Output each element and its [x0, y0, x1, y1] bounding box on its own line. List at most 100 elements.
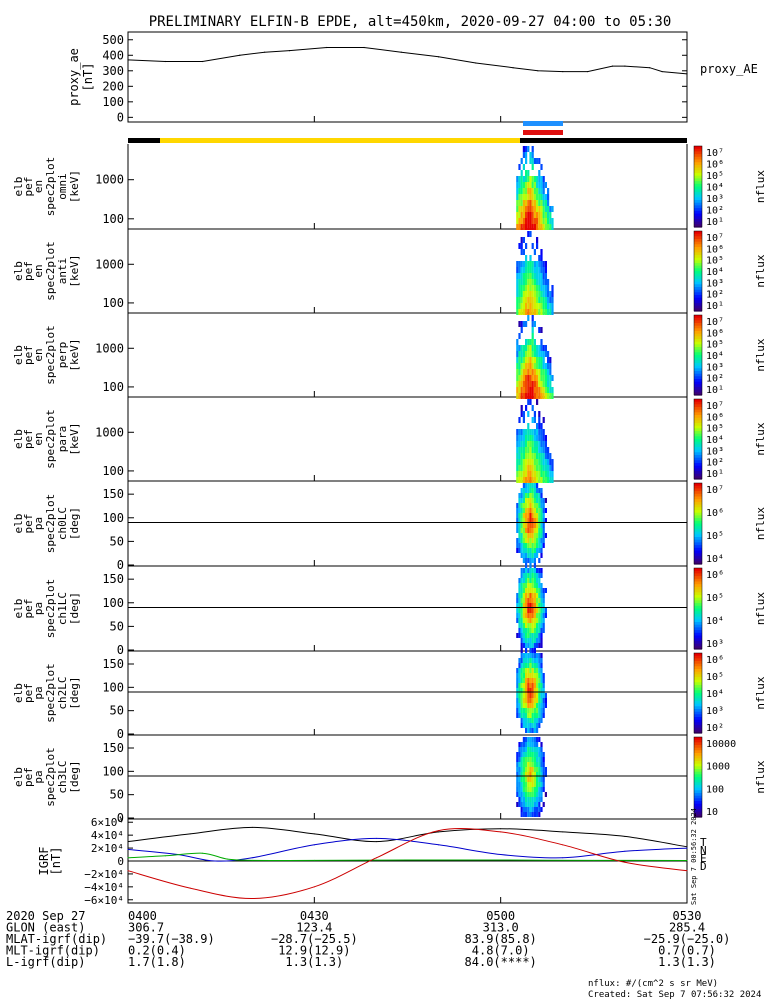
colorbar-segment [694, 711, 702, 715]
colorbar-segment [694, 221, 702, 225]
colorbar-segment [694, 281, 702, 285]
ylabel-line: elb [12, 514, 25, 534]
spectrogram-cell [529, 553, 532, 558]
colorbar-segment [694, 257, 702, 261]
spectrogram-cell [525, 393, 528, 399]
spectrogram-cell [538, 802, 541, 807]
spectrogram-cell [516, 608, 519, 613]
igrf-data-point-T [562, 831, 564, 833]
spectrogram-cell [520, 493, 523, 498]
colorbar-segment [694, 441, 702, 445]
spectrogram-cell [538, 498, 541, 503]
spectrogram-cell [529, 797, 532, 802]
spectrogram-cell [538, 807, 541, 812]
colorbar-segment [694, 183, 702, 188]
spectrogram-cell [522, 703, 525, 708]
ylabel-line: ch0LC [56, 507, 69, 540]
spectrogram-cell [531, 723, 534, 728]
spectrogram-cell [536, 459, 539, 465]
spectrogram-cell [522, 411, 525, 417]
spectrogram-cell [533, 194, 536, 200]
colorbar-tick-label: 10⁴ [706, 554, 724, 565]
spectrogram-cell [525, 797, 528, 802]
spectrogram-cell [527, 357, 530, 363]
igrf-data-point-D [686, 870, 688, 872]
ae-data-point [611, 65, 614, 67]
spectrogram-cell [540, 387, 543, 393]
spectrogram-cell [522, 279, 525, 285]
spectrogram-cell [544, 518, 547, 523]
spectrogram-cell [531, 224, 534, 230]
spectrogram-cell [518, 593, 521, 598]
colorbar-tick-label: 10¹ [706, 217, 724, 228]
spectrogram-cell [536, 498, 539, 503]
igrf-data-point-E [202, 852, 204, 854]
spectrogram-cell [525, 441, 528, 447]
spectrogram-cell [520, 285, 523, 291]
spectrogram-cell [536, 503, 539, 508]
spectrogram-cell [540, 459, 543, 465]
colorbar-segment [694, 376, 702, 380]
colorbar-segment [694, 663, 702, 667]
spectrogram-cell [518, 333, 521, 339]
spectrogram-cell [522, 723, 525, 728]
spectrogram-cell [527, 471, 530, 477]
spectrogram-cell [525, 568, 528, 573]
spectrogram-cell [527, 558, 530, 563]
spectrogram-cell [536, 543, 539, 548]
colorbar-frame [693, 567, 703, 650]
spectrogram-cell [538, 261, 541, 267]
spectrogram-cell [527, 543, 530, 548]
spectrogram-cell [527, 633, 530, 638]
spectrogram-cell [518, 548, 521, 553]
ylabel-line: pef [22, 514, 35, 534]
colorbar-segment [694, 341, 702, 345]
spectrogram-cell [529, 802, 532, 807]
spectrogram-cell [518, 782, 521, 787]
spectrogram-cell [540, 176, 543, 182]
igrf-data-point-N [438, 844, 440, 846]
colorbar-segment [694, 216, 702, 220]
spectrogram-cell [522, 261, 525, 267]
spectrogram-cell [527, 351, 530, 357]
spectrogram-cell [533, 578, 536, 583]
spectrogram-cell [518, 206, 521, 212]
spectrogram-cell [533, 498, 536, 503]
spectrogram-cell [549, 206, 552, 212]
spectrogram-cell [529, 723, 532, 728]
spectrogram-cell [527, 513, 530, 518]
spectrogram-cell [522, 558, 525, 563]
colorbar-segment [694, 661, 702, 665]
spectrogram-cell [536, 351, 539, 357]
spectrogram-cell [520, 633, 523, 638]
spectrogram-cell [538, 797, 541, 802]
spectrogram-cell [518, 459, 521, 465]
colorbar-segment [694, 630, 702, 634]
spectrogram-cell [531, 339, 534, 345]
spectrogram-cell [538, 255, 541, 261]
spectrogram-cell [522, 578, 525, 583]
colorbar-segment [694, 200, 702, 204]
spectrogram-cell [525, 200, 528, 206]
spectrogram-cell [518, 713, 521, 718]
spectrogram-cell [536, 399, 539, 405]
spectrogram-cell [547, 447, 550, 453]
colorbar-segment [694, 553, 702, 557]
spectrogram-cell [522, 583, 525, 588]
ytick-label: 100 [102, 380, 124, 394]
spectrogram-cell [536, 533, 539, 538]
spectrogram-cell [536, 578, 539, 583]
spectrogram-cell [542, 533, 545, 538]
colorbar-segment [694, 186, 702, 190]
ae-ylabel: proxy_ae [67, 48, 81, 106]
spectrogram-cell [520, 303, 523, 309]
spectrogram-cell [525, 483, 528, 488]
spectrogram-cell [538, 285, 541, 291]
spectrogram-cell [516, 206, 519, 212]
spectrogram-cell [538, 503, 541, 508]
spectrogram-cell [531, 309, 534, 315]
spectrogram-cell [531, 797, 534, 802]
spectrogram-cell [516, 708, 519, 713]
colorbar-segment [694, 191, 702, 196]
spectrogram-cell [540, 249, 543, 255]
